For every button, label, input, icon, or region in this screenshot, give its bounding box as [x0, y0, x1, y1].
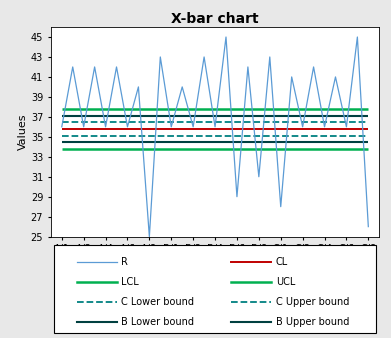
FancyBboxPatch shape	[54, 245, 376, 333]
Text: C Upper bound: C Upper bound	[276, 297, 349, 307]
Text: LCL: LCL	[122, 277, 139, 287]
X-axis label: Observations: Observations	[178, 257, 252, 267]
Text: R: R	[122, 257, 128, 267]
Y-axis label: Values: Values	[18, 114, 28, 150]
Title: X-bar chart: X-bar chart	[171, 12, 259, 26]
Text: B Lower bound: B Lower bound	[122, 317, 194, 327]
Text: UCL: UCL	[276, 277, 295, 287]
Text: C Lower bound: C Lower bound	[122, 297, 194, 307]
Text: B Upper bound: B Upper bound	[276, 317, 349, 327]
Text: CL: CL	[276, 257, 288, 267]
